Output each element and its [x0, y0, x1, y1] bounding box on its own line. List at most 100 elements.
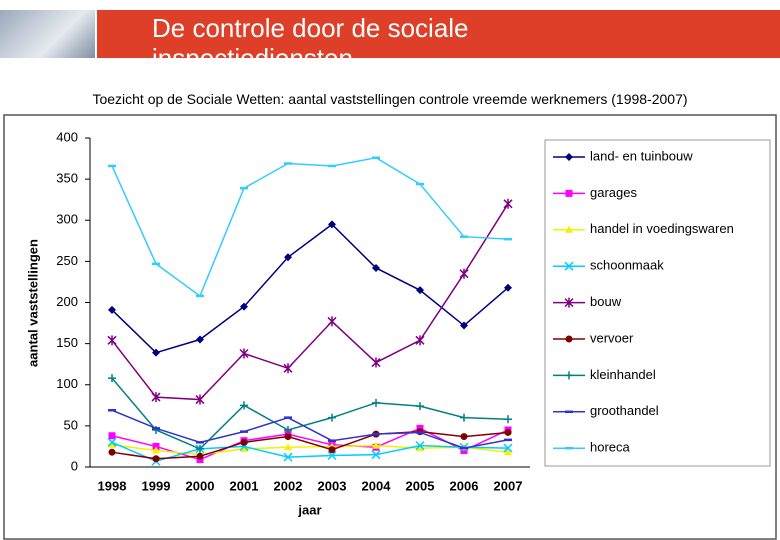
series-line [111, 203, 509, 401]
legend-label: bouw [590, 294, 622, 309]
marker [107, 437, 117, 447]
marker [415, 441, 425, 451]
marker [195, 394, 205, 405]
marker [328, 220, 336, 229]
marker [108, 448, 116, 456]
y-tick-label: 100 [56, 376, 78, 391]
marker [460, 433, 468, 441]
marker [565, 153, 573, 161]
x-tick-label: 2004 [362, 478, 392, 493]
marker [565, 335, 573, 343]
marker [196, 444, 204, 453]
series-line [111, 444, 509, 456]
marker [284, 425, 292, 434]
y-tick-label: 150 [56, 335, 78, 350]
marker [328, 446, 336, 454]
marker [108, 374, 116, 383]
marker [459, 268, 469, 279]
x-tick-label: 2006 [450, 478, 479, 493]
marker [284, 253, 292, 262]
marker [108, 432, 116, 440]
marker [564, 297, 574, 308]
caption: Toezicht op de Sociale Wetten: aantal va… [92, 91, 688, 107]
marker [460, 321, 468, 330]
marker [503, 198, 513, 209]
marker [371, 357, 381, 368]
header-photo [0, 10, 95, 58]
y-tick-label: 300 [56, 212, 78, 227]
x-tick-label: 2005 [406, 478, 435, 493]
legend-label: kleinhandel [590, 367, 656, 382]
legend-label: schoonmaak [590, 258, 664, 273]
marker [371, 450, 381, 460]
x-tick-label: 2000 [186, 478, 215, 493]
chart-frame [3, 114, 777, 540]
marker [372, 398, 380, 407]
marker [152, 348, 160, 357]
marker [152, 455, 160, 463]
series-line [111, 430, 509, 460]
marker [565, 225, 573, 233]
marker [108, 440, 116, 448]
marker [327, 450, 337, 461]
y-axis-label: aantal vaststellingen [25, 239, 40, 367]
y-tick-label: 400 [56, 129, 78, 144]
marker [327, 316, 337, 327]
legend-label: groothandel [590, 403, 659, 418]
y-tick-label: 250 [56, 253, 78, 268]
marker [416, 402, 424, 411]
marker [460, 413, 468, 422]
x-tick-label: 2001 [230, 478, 259, 493]
marker [284, 433, 292, 441]
legend-label: handel in voedingswaren [590, 221, 734, 236]
legend-label: land- en tuinbouw [590, 148, 693, 163]
marker [328, 413, 336, 422]
marker [372, 441, 380, 449]
marker [239, 348, 249, 359]
marker [240, 438, 248, 446]
x-axis-label: jaar [297, 502, 321, 517]
slide-title: De controle door de sociale inspectiedie… [152, 13, 469, 58]
x-tick-label: 2002 [274, 478, 303, 493]
x-tick-label: 2007 [494, 478, 523, 493]
marker [415, 335, 425, 346]
series-line [111, 156, 509, 298]
series-line [111, 441, 509, 463]
marker [284, 443, 292, 451]
marker [460, 447, 468, 455]
marker [196, 335, 204, 344]
x-tick-label: 2003 [318, 478, 347, 493]
marker [565, 189, 573, 197]
marker [152, 442, 160, 450]
legend-label: garages [590, 185, 637, 200]
marker [240, 302, 248, 311]
marker [504, 283, 512, 292]
legend-label: vervoer [590, 330, 634, 345]
series-line [111, 409, 509, 449]
y-tick-label: 200 [56, 294, 78, 309]
marker [504, 415, 512, 424]
marker [372, 263, 380, 272]
marker [151, 392, 161, 403]
marker [416, 286, 424, 295]
marker [564, 261, 574, 271]
marker [283, 363, 293, 374]
marker [107, 335, 117, 346]
marker [240, 444, 248, 452]
marker [503, 443, 513, 453]
marker [196, 452, 204, 460]
series-line [111, 377, 509, 450]
header-bar: De controle door de sociale inspectiedie… [97, 10, 780, 58]
marker [283, 452, 293, 462]
legend-label: horeca [590, 440, 631, 455]
x-tick-label: 1999 [142, 478, 171, 493]
marker [108, 305, 116, 314]
marker [416, 444, 424, 452]
y-tick-label: 0 [71, 458, 78, 473]
marker [152, 446, 160, 454]
marker [240, 401, 248, 410]
marker [504, 428, 512, 436]
series-line [111, 223, 509, 354]
